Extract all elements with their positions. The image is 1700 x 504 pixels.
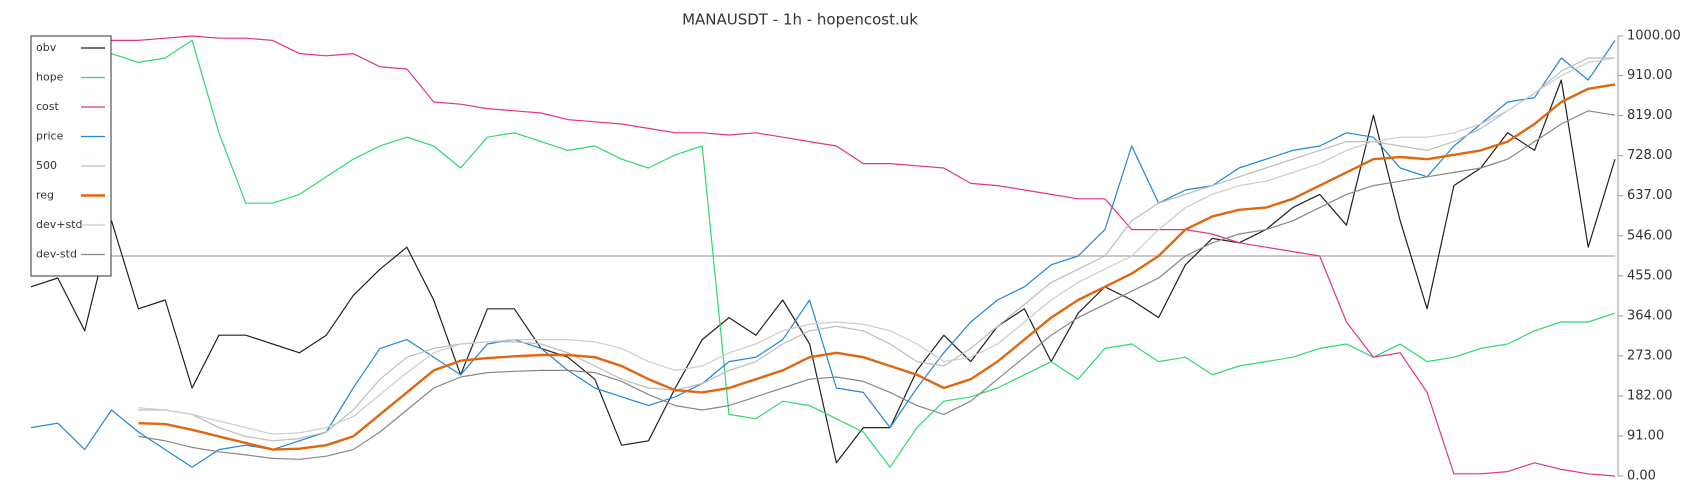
series-line [111, 35, 1616, 477]
y-tick-label: 364.00 [1627, 308, 1673, 323]
series-line [138, 83, 1616, 451]
y-tick-label: 728.00 [1627, 148, 1673, 163]
legend-label: hope [36, 71, 64, 84]
y-tick-label: 455.00 [1627, 268, 1673, 283]
legend-label: dev-std [36, 248, 77, 261]
series-line [138, 57, 1616, 435]
chart-title: MANAUSDT - 1h - hopencost.uk [682, 11, 918, 29]
legend-label: cost [36, 100, 60, 113]
legend-label: dev+std [36, 218, 83, 231]
legend-box [30, 35, 112, 277]
series-line [111, 39, 1616, 468]
y-tick-label: 91.00 [1627, 428, 1664, 443]
y-tick-label: 1000.00 [1627, 29, 1681, 44]
legend-label: price [36, 130, 64, 143]
legend-label: reg [36, 189, 54, 202]
y-tick-label: 637.00 [1627, 188, 1673, 203]
legend: obv hope cost price 500 reg dev+std dev-std [30, 35, 112, 277]
y-tick-label: 273.00 [1627, 348, 1673, 363]
y-tick-label: 0.00 [1627, 469, 1656, 484]
legend-label: obv [36, 41, 57, 54]
y-tick-label: 546.00 [1627, 228, 1673, 243]
series-line [138, 110, 1616, 460]
series-line [138, 57, 1615, 442]
y-tick-label: 819.00 [1627, 108, 1673, 123]
y-tick-label: 182.00 [1627, 388, 1673, 403]
y-tick-label: 910.00 [1627, 68, 1673, 83]
series-line [30, 40, 1616, 468]
series-line [30, 79, 1616, 464]
legend-label: 500 [36, 159, 57, 172]
